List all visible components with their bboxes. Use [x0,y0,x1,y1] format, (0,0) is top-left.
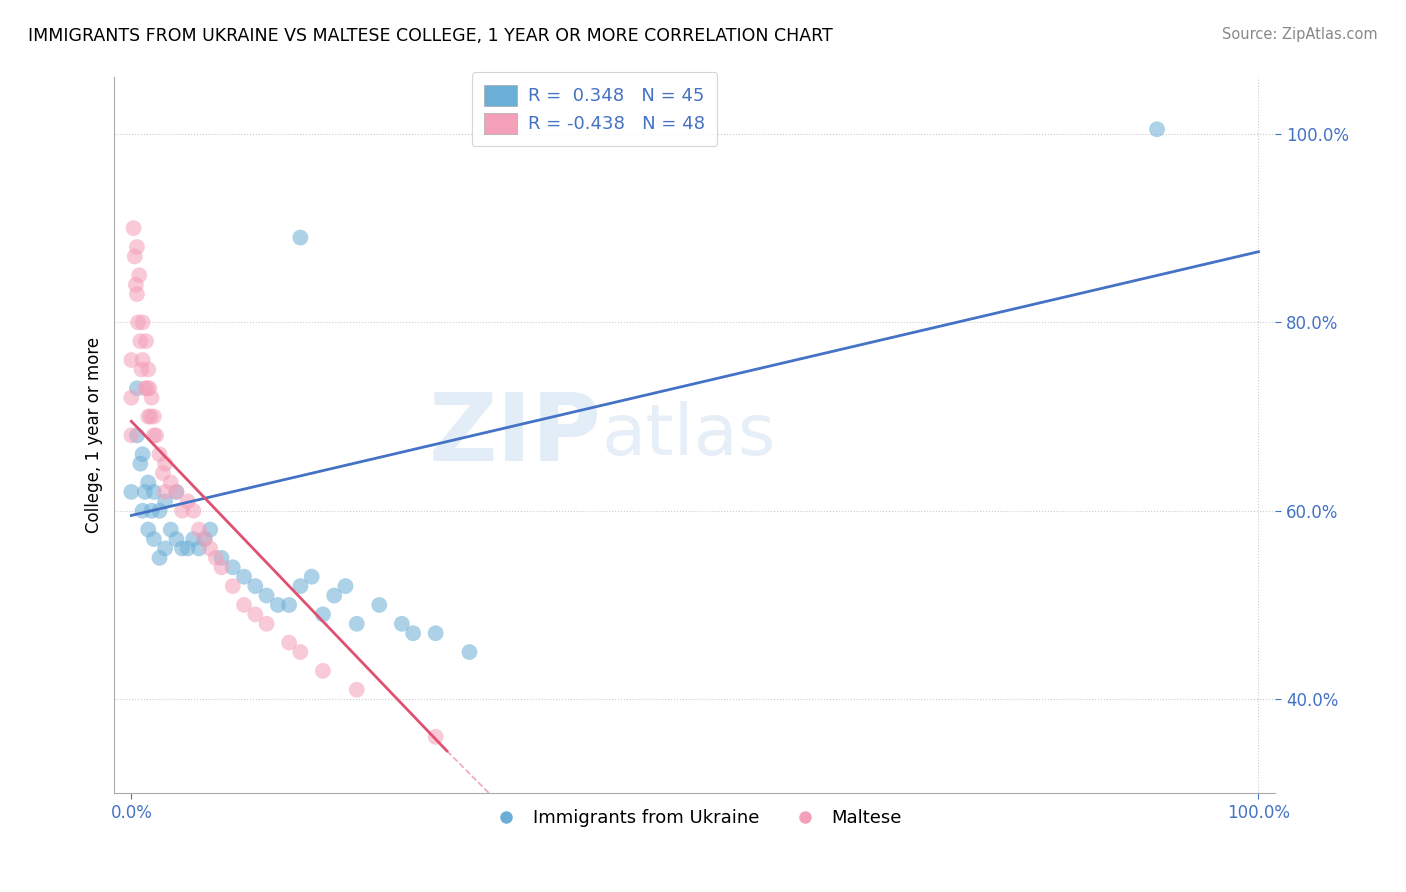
Point [170,541,193,556]
Point [142,484,165,499]
Point [134,484,156,499]
Point [139,409,162,424]
Point [120,484,142,499]
Point [267,598,290,612]
Point [290,230,312,244]
Point [142,409,165,424]
Point [120,391,142,405]
Point [135,334,157,349]
Point [131,315,153,329]
Point [176,494,198,508]
Point [145,428,167,442]
Point [142,532,165,546]
Point [124,249,146,263]
Point [368,598,391,612]
Point [159,523,181,537]
Point [148,550,170,565]
Point [170,504,193,518]
Point [131,504,153,518]
Point [153,457,176,471]
Point [458,645,481,659]
Point [278,598,301,612]
Point [165,532,187,546]
Point [233,598,256,612]
Point [159,475,181,490]
Point [181,532,204,546]
Point [125,428,148,442]
Point [136,362,159,376]
Point [211,550,233,565]
Point [125,381,148,395]
Point [125,240,148,254]
Point [1146,122,1168,136]
Point [181,504,204,518]
Point [425,626,447,640]
Point [125,277,148,292]
Point [312,607,335,622]
Point [346,682,368,697]
Point [290,645,312,659]
Point [125,287,148,301]
Point [194,532,217,546]
Point [129,334,152,349]
Point [176,541,198,556]
Point [152,466,174,480]
Point [141,504,163,518]
Text: atlas: atlas [602,401,776,470]
Point [127,315,149,329]
Point [136,409,159,424]
Point [134,381,156,395]
Point [200,523,222,537]
Point [256,589,278,603]
Point [391,616,413,631]
Point [138,381,160,395]
Point [153,541,176,556]
Point [141,391,163,405]
Point [136,523,159,537]
Point [165,484,187,499]
Point [222,579,245,593]
Point [323,589,346,603]
Legend: Immigrants from Ukraine, Maltese: Immigrants from Ukraine, Maltese [481,802,910,834]
Point [153,494,176,508]
Text: Source: ZipAtlas.com: Source: ZipAtlas.com [1222,27,1378,42]
Point [128,268,150,283]
Point [131,447,153,461]
Point [278,635,301,649]
Point [188,523,211,537]
Point [131,353,153,368]
Point [211,560,233,574]
Point [165,484,187,499]
Point [142,428,165,442]
Y-axis label: College, 1 year or more: College, 1 year or more [86,337,103,533]
Point [245,579,267,593]
Point [188,541,211,556]
Point [148,504,170,518]
Point [335,579,357,593]
Point [256,616,278,631]
Point [312,664,335,678]
Point [425,730,447,744]
Point [194,532,217,546]
Text: ZIP: ZIP [429,390,602,482]
Point [346,616,368,631]
Point [153,484,176,499]
Point [222,560,245,574]
Point [136,475,159,490]
Point [131,362,153,376]
Text: IMMIGRANTS FROM UKRAINE VS MALTESE COLLEGE, 1 YEAR OR MORE CORRELATION CHART: IMMIGRANTS FROM UKRAINE VS MALTESE COLLE… [28,27,832,45]
Point [290,579,312,593]
Point [233,570,256,584]
Point [301,570,323,584]
Point [122,221,145,235]
Point [136,381,159,395]
Point [129,457,152,471]
Point [200,541,222,556]
Point [120,353,142,368]
Point [120,428,142,442]
Point [245,607,267,622]
Point [205,550,228,565]
Point [402,626,425,640]
Point [148,447,170,461]
